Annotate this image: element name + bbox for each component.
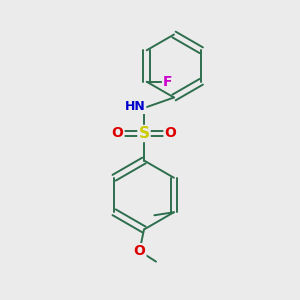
Text: F: F [163, 75, 172, 89]
Text: S: S [139, 126, 149, 141]
Text: O: O [164, 127, 176, 140]
Text: O: O [112, 127, 124, 140]
Text: O: O [134, 244, 146, 258]
Text: HN: HN [124, 100, 146, 113]
